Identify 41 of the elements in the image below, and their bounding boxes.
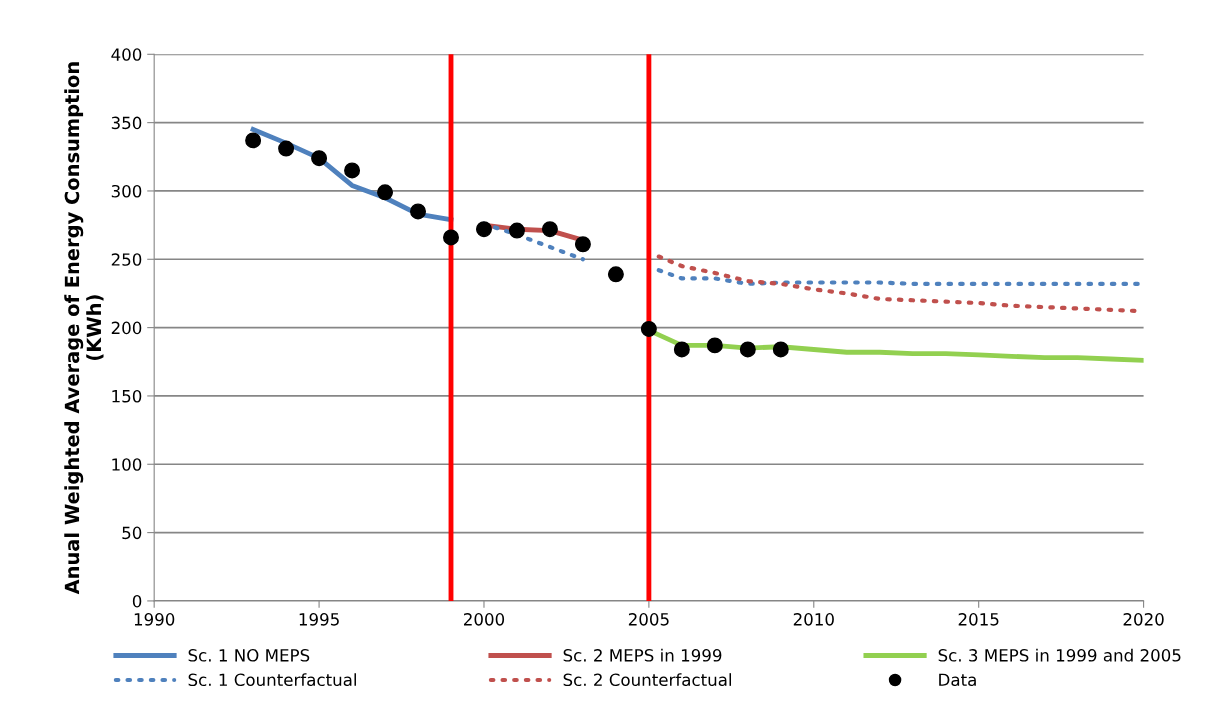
legend-label: Sc. 3 MEPS in 1999 and 2005 xyxy=(938,648,1181,662)
point xyxy=(574,236,591,253)
y-tick-label: 0 xyxy=(132,594,142,608)
x-tick-label: 2015 xyxy=(958,613,999,626)
point xyxy=(344,162,361,179)
point xyxy=(410,203,426,220)
point xyxy=(377,184,394,201)
x-tick-label: 2010 xyxy=(793,613,834,626)
line-series xyxy=(250,127,454,223)
point xyxy=(607,266,624,283)
point xyxy=(739,341,756,358)
y-axis-title: Anual Weighted Average of Energy Consumption (KWh) xyxy=(64,62,104,595)
point xyxy=(245,132,262,149)
y-tick-label: 50 xyxy=(122,526,142,540)
legend-label: Data xyxy=(939,673,976,687)
legend-label: Sc. 2 MEPS in 1999 xyxy=(563,648,722,662)
x-tick-label: 2005 xyxy=(628,613,669,626)
y-tick-label: 100 xyxy=(112,458,142,471)
point xyxy=(443,229,459,246)
point xyxy=(278,140,295,157)
legend-label: Sc. 2 Counterfactual xyxy=(563,673,732,687)
y-tick-label: 400 xyxy=(111,48,142,61)
point xyxy=(508,222,525,239)
point xyxy=(640,320,657,337)
x-tick-label: 2020 xyxy=(1123,613,1164,626)
y-tick-label: 300 xyxy=(111,184,142,198)
y-tick-label: 250 xyxy=(111,253,142,266)
point xyxy=(541,221,558,238)
point xyxy=(476,221,492,238)
y-tick-label: 150 xyxy=(112,389,142,403)
point xyxy=(673,341,690,358)
point xyxy=(772,341,789,358)
legend-label: Sc. 1 Counterfactual xyxy=(188,673,356,687)
point xyxy=(311,150,328,167)
point xyxy=(706,337,723,354)
y-tick-label: 350 xyxy=(111,116,142,130)
legend-label: Sc. 1 NO MEPS xyxy=(188,649,310,662)
x-tick-label: 2000 xyxy=(463,613,505,626)
y-tick-label: 200 xyxy=(111,321,142,335)
x-tick-label: 1990 xyxy=(134,613,175,626)
x-tick-label: 1995 xyxy=(299,613,339,626)
